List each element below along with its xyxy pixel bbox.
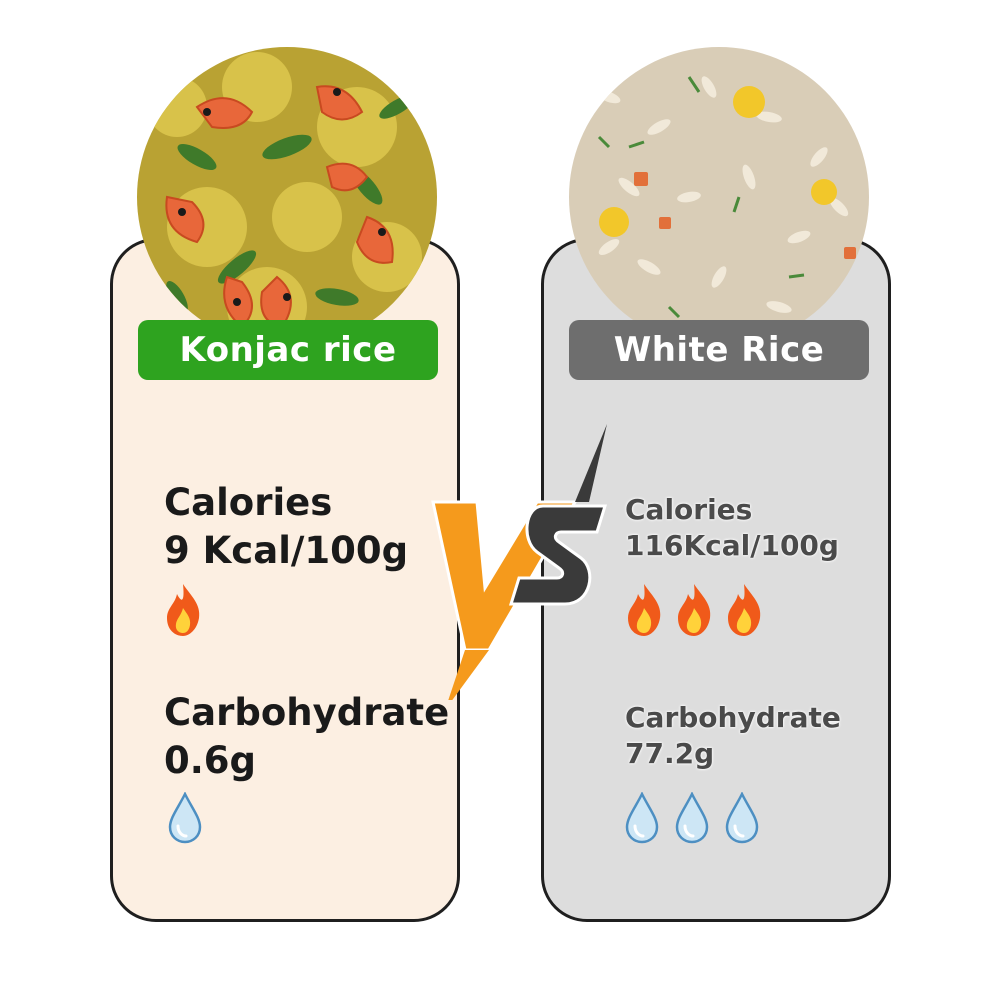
- konjac-carb-value: 0.6g: [164, 739, 257, 782]
- white-rice-calorie-icons: [624, 582, 764, 638]
- konjac-carb-icons: [168, 792, 202, 844]
- water-drop-icon: [725, 792, 759, 844]
- water-drop-icon: [625, 792, 659, 844]
- water-drop-icon: [675, 792, 709, 844]
- white-rice-calories-label: Calories: [625, 493, 753, 526]
- white-rice-calories-value: 116Kcal/100g: [625, 529, 839, 562]
- flame-icon: [628, 584, 661, 636]
- white-rice-photo: [569, 47, 869, 347]
- vs-logo: [425, 420, 625, 700]
- flame-icon: [678, 584, 711, 636]
- flame-icon: [728, 584, 761, 636]
- konjac-calorie-icons: [163, 582, 203, 638]
- white-rice-label: White Rice: [569, 320, 869, 380]
- konjac-calories-value: 9 Kcal/100g: [164, 529, 409, 572]
- white-rice-carb-icons: [625, 792, 759, 844]
- konjac-calories-label: Calories: [164, 481, 333, 524]
- white-rice-carb-label: Carbohydrate: [625, 701, 841, 734]
- konjac-rice-photo: [137, 47, 437, 347]
- flame-icon: [167, 584, 200, 636]
- konjac-carb-label: Carbohydrate: [164, 691, 450, 734]
- water-drop-icon: [168, 792, 202, 844]
- white-rice-carb-value: 77.2g: [625, 737, 715, 770]
- konjac-rice-label: Konjac rice: [138, 320, 438, 380]
